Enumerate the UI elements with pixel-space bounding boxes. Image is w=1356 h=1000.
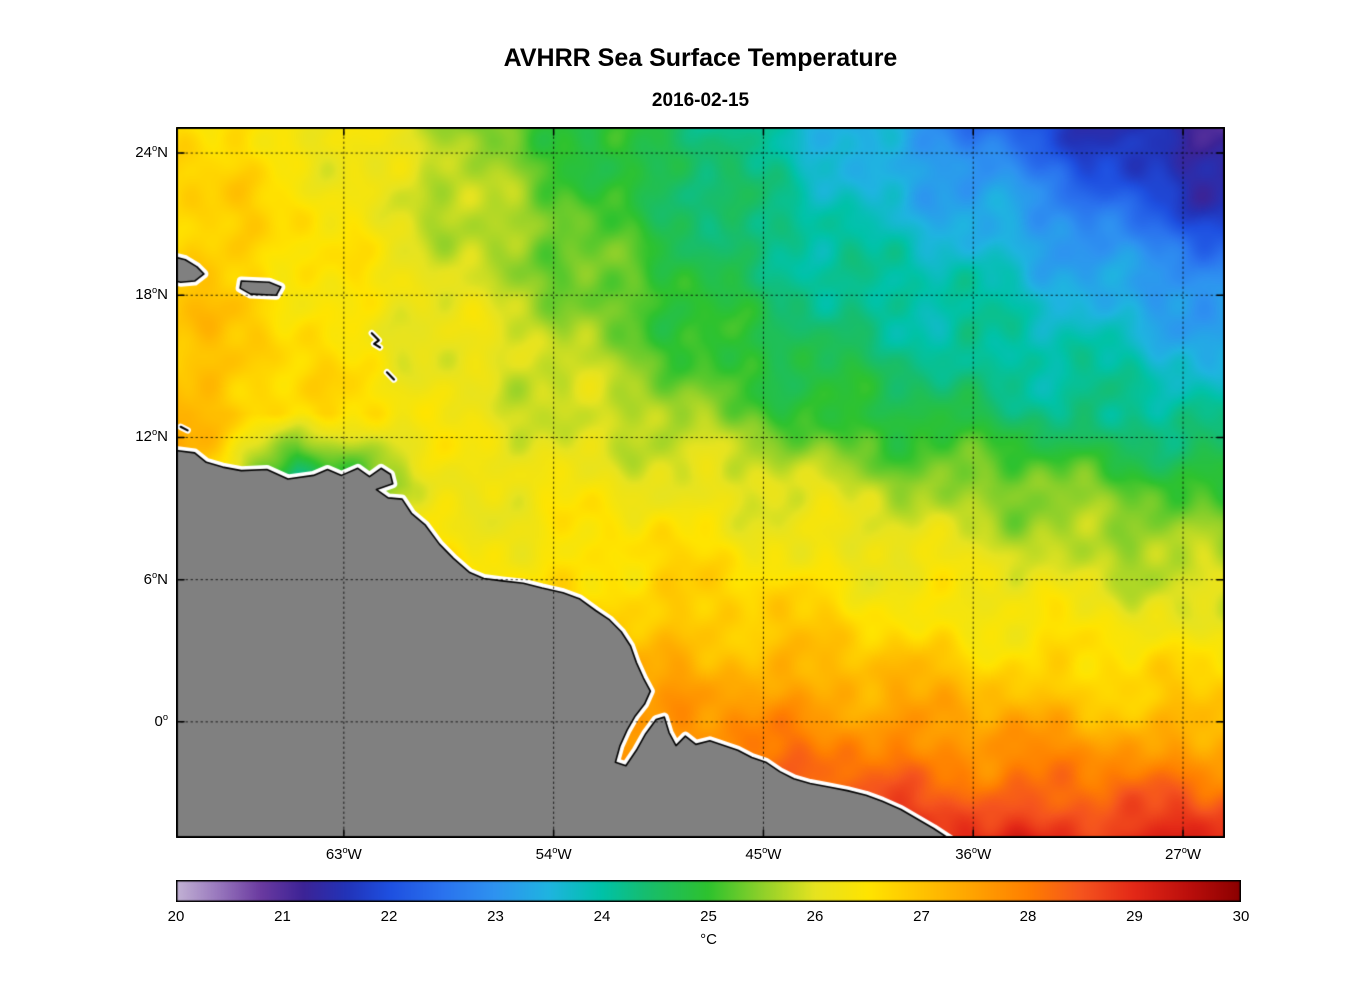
lat-tick-label: 24oN: [135, 143, 168, 162]
lon-tick-label: 54oW: [535, 845, 572, 863]
colorbar-tick-label: 25: [700, 908, 717, 925]
colorbar-unit-label: °C: [700, 931, 717, 948]
lon-tick-label: 36oW: [955, 845, 992, 863]
colorbar-canvas: [176, 880, 1241, 902]
colorbar-tick-label: 22: [380, 908, 398, 925]
lat-tick-label: 0o: [154, 711, 168, 730]
colorbar-tick-label: 20: [167, 908, 185, 925]
sst-map-canvas: [176, 127, 1225, 838]
lat-tick-label: 6oN: [143, 569, 168, 588]
lon-tick-label: 63oW: [325, 845, 362, 863]
colorbar-tick-label: 26: [806, 908, 824, 925]
colorbar-tick-label: 30: [1232, 908, 1250, 925]
lat-tick-label: 18oN: [135, 285, 168, 304]
lon-tick-label: 27oW: [1165, 845, 1202, 863]
lon-tick-label: 45oW: [745, 845, 782, 863]
colorbar-tick-label: 21: [274, 908, 291, 925]
chart-title: AVHRR Sea Surface Temperature: [503, 44, 898, 72]
lat-tick-label: 12oN: [135, 427, 168, 446]
colorbar-tick-label: 29: [1126, 908, 1143, 925]
colorbar-tick-label: 23: [487, 908, 504, 925]
colorbar-tick-label: 28: [1019, 908, 1037, 925]
colorbar-tick-label: 27: [913, 908, 930, 925]
colorbar-tick-label: 24: [593, 908, 611, 925]
chart-subtitle: 2016-02-15: [651, 90, 750, 111]
